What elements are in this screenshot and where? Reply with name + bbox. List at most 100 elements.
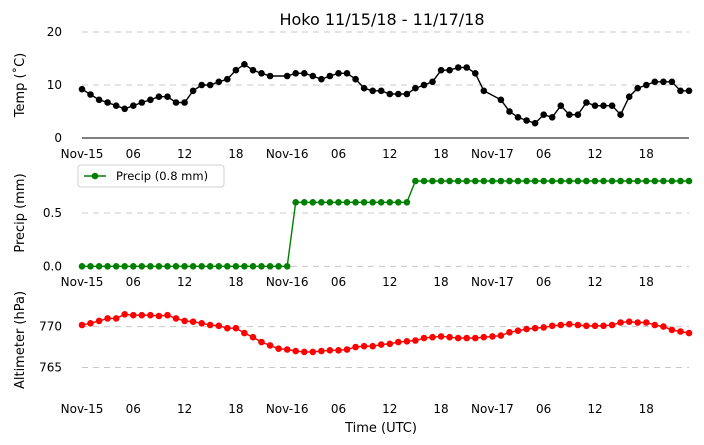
precip-data-point bbox=[258, 263, 265, 270]
precip-x-tick-label: Nov-17 bbox=[471, 275, 514, 289]
altimeter-data-point bbox=[241, 329, 248, 337]
temp-data-point bbox=[403, 90, 411, 98]
altimeter-data-point bbox=[506, 329, 513, 336]
temp-data-point bbox=[377, 87, 385, 95]
temp-data-point bbox=[600, 102, 607, 109]
altimeter-x-tick-label: 06 bbox=[331, 402, 346, 416]
altimeter-data-point bbox=[181, 317, 188, 325]
altimeter-data-point bbox=[472, 334, 479, 342]
altimeter-data-point bbox=[668, 326, 676, 334]
precip-x-tick-label: Nov-16 bbox=[266, 275, 309, 289]
precip-data-point bbox=[172, 263, 180, 270]
precip-y-tick-label: 0.5 bbox=[43, 206, 62, 220]
precip-data-point bbox=[266, 263, 274, 270]
precip-data-point bbox=[112, 263, 120, 270]
temp-x-tick-label: 12 bbox=[177, 147, 192, 161]
precip-data-point bbox=[224, 263, 231, 270]
precip-data-point bbox=[155, 263, 163, 270]
precip-x-tick-label: 18 bbox=[639, 275, 654, 289]
altimeter-data-point bbox=[172, 315, 180, 322]
altimeter-data-point bbox=[489, 333, 496, 340]
precip-data-point bbox=[643, 177, 650, 185]
altimeter-data-point bbox=[557, 321, 565, 329]
temp-data-point bbox=[514, 114, 522, 121]
temp-data-point bbox=[78, 85, 86, 93]
altimeter-data-point bbox=[215, 322, 223, 330]
precip-data-point bbox=[198, 263, 205, 270]
temp-data-point bbox=[292, 70, 300, 77]
chart-panels: 0 10 20 Nov-15 06 12 18 Nov-16 06 12 18 Nov-17 06 12 1… bbox=[12, 25, 693, 416]
altimeter-data-point bbox=[377, 341, 385, 348]
precip-data-point bbox=[369, 199, 377, 206]
altimeter-data-point bbox=[283, 346, 291, 353]
precip-data-point bbox=[403, 199, 411, 206]
temp-data-point bbox=[574, 111, 582, 118]
precip-x-tick-label: 12 bbox=[382, 275, 397, 289]
temp-data-point bbox=[463, 64, 471, 71]
temp-data-point bbox=[249, 66, 257, 74]
altimeter-x-tick-label: 06 bbox=[126, 402, 141, 416]
precip-data-point bbox=[463, 177, 471, 185]
precip-data-point bbox=[617, 177, 624, 185]
precip-data-point bbox=[395, 199, 402, 206]
temp-y-tick-label: 0 bbox=[54, 131, 62, 145]
precip-data-point bbox=[215, 263, 223, 270]
temp-data-point bbox=[583, 99, 590, 106]
temp-data-point bbox=[95, 96, 103, 104]
altimeter-data-point bbox=[677, 328, 684, 335]
precip-data-point bbox=[600, 177, 607, 185]
altimeter-data-point bbox=[121, 311, 128, 318]
temp-data-point bbox=[668, 78, 676, 86]
temp-data-point bbox=[198, 81, 205, 89]
precip-data-point bbox=[181, 263, 188, 270]
precip-data-point bbox=[608, 177, 616, 185]
precip-data-point bbox=[343, 199, 351, 206]
temp-x-tick-label: 06 bbox=[331, 147, 346, 161]
altimeter-data-point bbox=[249, 333, 257, 341]
temp-data-point bbox=[429, 78, 436, 86]
altimeter-data-point bbox=[318, 347, 325, 355]
precip-data-point bbox=[480, 177, 488, 185]
temp-data-point bbox=[301, 70, 308, 77]
temp-y-axis-label: Temp (˚C) bbox=[12, 53, 28, 119]
precip-data-point bbox=[326, 199, 334, 206]
altimeter-data-point bbox=[600, 322, 607, 330]
precip-data-point bbox=[429, 177, 436, 185]
temp-data-point bbox=[540, 111, 547, 118]
chart-title: Hoko 11/15/18 - 11/17/18 bbox=[279, 10, 484, 29]
altimeter-data-point bbox=[258, 338, 265, 346]
precip-data-point bbox=[437, 177, 445, 185]
precip-data-point bbox=[454, 177, 462, 185]
altimeter-data-point bbox=[112, 315, 120, 322]
precip-series-line bbox=[82, 180, 689, 267]
precip-data-point bbox=[685, 177, 693, 185]
altimeter-x-tick-label: 12 bbox=[177, 402, 192, 416]
precip-data-point bbox=[78, 263, 86, 270]
precip-data-point bbox=[557, 177, 565, 185]
altimeter-data-point bbox=[437, 333, 445, 340]
altimeter-data-point bbox=[266, 342, 274, 349]
precip-data-point bbox=[130, 263, 137, 270]
precip-data-point bbox=[335, 199, 342, 206]
temp-data-point bbox=[523, 117, 530, 124]
precip-data-point bbox=[206, 263, 214, 270]
altimeter-data-point bbox=[454, 334, 462, 342]
altimeter-data-point bbox=[224, 324, 231, 332]
altimeter-data-point bbox=[531, 324, 539, 332]
temp-data-point bbox=[557, 102, 565, 109]
altimeter-x-tick-label: 06 bbox=[536, 402, 551, 416]
altimeter-data-point bbox=[326, 347, 334, 354]
temp-data-point bbox=[420, 81, 428, 89]
altimeter-data-point bbox=[403, 338, 411, 345]
temp-data-point bbox=[677, 87, 684, 95]
altimeter-data-point bbox=[335, 347, 342, 354]
precip-data-point bbox=[283, 263, 291, 270]
altimeter-series-line bbox=[81, 313, 690, 353]
altimeter-data-point bbox=[497, 332, 505, 339]
temp-data-point bbox=[497, 96, 505, 104]
legend-swatch-marker bbox=[91, 172, 99, 180]
temp-x-tick-label: Nov-15 bbox=[61, 147, 104, 161]
precip-data-point bbox=[386, 199, 394, 206]
precip-data-point bbox=[420, 177, 428, 185]
